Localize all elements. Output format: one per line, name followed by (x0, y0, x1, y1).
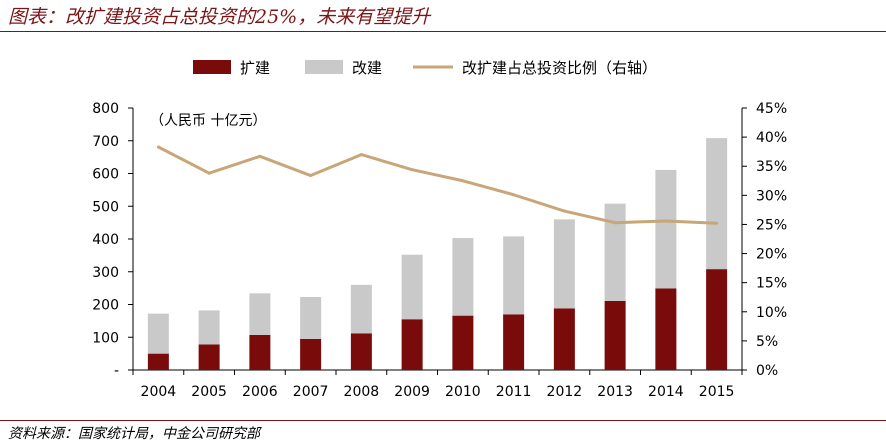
x-axis-tick-label: 2015 (699, 384, 735, 400)
left-axis-tick-label: 700 (92, 134, 119, 150)
legend: 扩建 改建 改扩建占总投资比例（右轴） (193, 59, 657, 77)
axes: - 100 200 300 400 500 600 700 800 0% 5% 10% 15% 20% 25… (92, 101, 787, 400)
bar-kuojian (350, 333, 372, 370)
x-axis-tick-label: 2014 (648, 384, 684, 400)
x-axis-tick-label: 2009 (394, 384, 430, 400)
right-axis-tick-label: 0% (756, 363, 778, 379)
x-axis-tick-label: 2005 (191, 384, 227, 400)
bar-gaijian (604, 203, 626, 301)
left-axis-tick-label: 400 (92, 232, 119, 248)
line-series (156, 145, 719, 225)
legend-swatch-gaijian (305, 60, 343, 74)
line-point (309, 174, 313, 178)
legend-label-ratio: 改扩建占总投资比例（右轴） (462, 59, 657, 77)
legend-label-gaijian: 改建 (352, 59, 382, 77)
left-axis-tick-label: 500 (92, 199, 119, 215)
left-axis-tick-label: 800 (92, 101, 119, 117)
x-axis-tick-label: 2008 (344, 384, 380, 400)
left-axis-tick-label: - (114, 363, 119, 379)
line-point (613, 221, 617, 225)
legend-label-kuojian: 扩建 (240, 59, 270, 77)
x-axis-tick-label: 2013 (597, 384, 633, 400)
bar-gaijian (655, 169, 677, 289)
bar-gaijian (198, 310, 220, 345)
right-axis-tick-label: 45% (756, 101, 787, 117)
x-axis-tick-label: 2010 (445, 384, 481, 400)
right-axis-tick-label: 20% (756, 247, 787, 263)
right-axis-tick-label: 10% (756, 305, 787, 321)
x-axis-tick-label: 2004 (141, 384, 177, 400)
chart-title: 图表：改扩建投资占总投资的25%，未来有望提升 (8, 6, 431, 28)
x-axis-tick-label: 2006 (242, 384, 278, 400)
bar-kuojian (147, 353, 169, 370)
right-axis-tick-label: 25% (756, 217, 787, 233)
legend-swatch-kuojian (193, 60, 231, 74)
footer-rule (0, 420, 886, 421)
line-ratio (157, 145, 717, 225)
x-axis-tick-label: 2007 (293, 384, 329, 400)
bar-gaijian (503, 236, 525, 315)
source-note: 资料来源：国家统计局，中金公司研究部 (8, 426, 260, 442)
line-point (664, 219, 668, 223)
left-axis-tick-label: 100 (92, 330, 119, 346)
bar-kuojian (198, 344, 220, 370)
bar-kuojian (300, 338, 322, 370)
left-axis-tick-label: 600 (92, 167, 119, 183)
line-point (461, 179, 465, 183)
x-axis-tick-label: 2011 (496, 384, 532, 400)
bar-gaijian (249, 293, 271, 335)
bar-kuojian (503, 314, 525, 370)
right-axis-tick-label: 5% (756, 334, 778, 350)
bar-kuojian (452, 315, 474, 370)
right-axis-tick-label: 15% (756, 276, 787, 292)
right-axis-tick-label: 30% (756, 188, 787, 204)
right-axis-tick-label: 35% (756, 159, 787, 175)
bar-gaijian (401, 254, 423, 320)
bar-gaijian (300, 296, 322, 339)
bar-kuojian (249, 334, 271, 370)
bar-gaijian (706, 138, 728, 270)
line-point (715, 221, 719, 225)
bar-kuojian (401, 319, 423, 370)
bars (147, 138, 728, 370)
bar-gaijian (553, 219, 575, 309)
bar-gaijian (350, 284, 372, 334)
line-point (410, 168, 414, 172)
bar-kuojian (706, 269, 728, 370)
bar-kuojian (604, 300, 626, 370)
left-axis-tick-label: 300 (92, 265, 119, 281)
right-axis-tick-label: 40% (756, 130, 787, 146)
line-point (207, 171, 211, 175)
unit-note: （人民币 十亿元） (150, 113, 266, 129)
line-point (562, 209, 566, 213)
title-rule (0, 31, 886, 32)
bar-kuojian (655, 288, 677, 370)
x-axis-tick-label: 2012 (547, 384, 583, 400)
bar-gaijian (452, 238, 474, 316)
line-point (512, 193, 516, 197)
bar-kuojian (553, 308, 575, 370)
line-point (258, 154, 262, 158)
left-axis-tick-label: 200 (92, 298, 119, 314)
line-point (156, 145, 160, 149)
line-point (359, 153, 363, 157)
bar-gaijian (147, 313, 169, 354)
